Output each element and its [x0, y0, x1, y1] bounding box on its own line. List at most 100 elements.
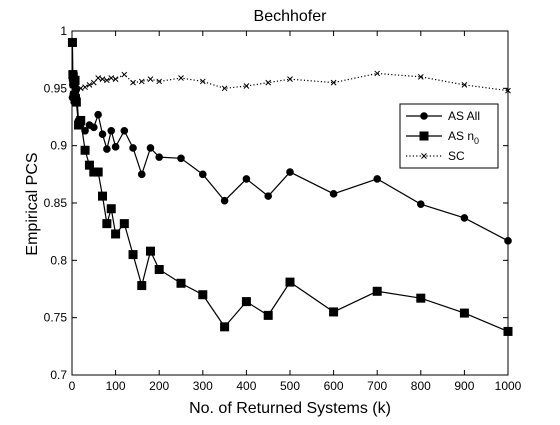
data-point-sc — [147, 76, 154, 83]
data-point-sc — [287, 76, 293, 83]
data-point-as-n-0 — [80, 145, 90, 155]
data-point-as-all — [264, 192, 273, 200]
x-tick-label: 700 — [367, 379, 387, 393]
data-point-as-n-0 — [372, 286, 382, 296]
data-point-as-all — [129, 144, 137, 152]
data-point-as-n-0 — [102, 219, 112, 229]
data-point-as-n-0 — [70, 75, 80, 85]
y-tick-label: 0.85 — [44, 196, 68, 210]
data-point-sc — [265, 79, 272, 86]
data-point-as-all — [286, 168, 294, 176]
data-point-as-n-0 — [76, 115, 86, 125]
data-point-as-all — [98, 130, 107, 138]
data-point-as-n-0 — [106, 204, 116, 214]
data-point-sc — [461, 82, 468, 88]
data-point-as-all — [199, 170, 207, 179]
data-point-sc — [73, 82, 80, 88]
data-point-as-n-0 — [71, 97, 81, 107]
data-point-sc — [130, 79, 136, 86]
data-point-sc — [104, 77, 110, 84]
x-axis-label: No. of Returned Systems (k) — [189, 400, 391, 417]
data-point-sc — [374, 70, 381, 77]
data-point-as-all — [111, 143, 120, 151]
data-point-sc — [86, 82, 93, 88]
data-point-as-n-0 — [119, 219, 129, 229]
x-tick-label: 900 — [454, 379, 474, 393]
y-tick-label: 0.7 — [50, 368, 67, 382]
data-point-as-all — [460, 214, 469, 222]
data-point-as-n-0 — [176, 278, 186, 288]
plot-area — [67, 37, 513, 336]
legend-entry-sc: SC — [406, 149, 465, 163]
data-point-sc — [112, 76, 119, 83]
data-point-sc — [178, 75, 184, 81]
data-point-as-all — [417, 200, 425, 208]
legend-marker — [419, 131, 429, 141]
axes: 0 100 200 300 400 500 600 700 800 900 1000 0.7 0.75 0… — [44, 24, 522, 393]
data-point-as-n-0 — [198, 290, 208, 300]
y-tick-label: 0.9 — [50, 139, 67, 153]
data-point-as-all — [94, 110, 102, 119]
legend-label: AS All — [448, 109, 480, 123]
data-point-sc — [221, 85, 228, 92]
data-point-as-n-0 — [329, 307, 339, 317]
x-tick-label: 800 — [411, 379, 431, 393]
series-line-sc — [71, 72, 509, 92]
data-point-sc — [156, 78, 163, 85]
data-point-as-all — [177, 154, 185, 163]
data-point-sc — [108, 75, 115, 81]
y-tick-label: 0.95 — [44, 81, 68, 95]
series-sc — [69, 70, 511, 94]
x-tick-label: 400 — [236, 379, 256, 393]
legend-subscript: 0 — [474, 136, 479, 146]
x-tick-label: 100 — [106, 379, 126, 393]
y-tick-label: 0.8 — [50, 253, 67, 267]
legend-entry-as-all: AS All — [406, 109, 480, 123]
data-point-sc — [138, 78, 145, 85]
data-point-as-n-0 — [128, 250, 138, 260]
data-point-sc — [77, 85, 84, 92]
x-tick-label: 500 — [280, 379, 300, 393]
data-point-as-n-0 — [145, 246, 155, 256]
data-point-as-all — [146, 144, 155, 152]
data-point-as-all — [103, 145, 111, 153]
series-as-n-0 — [67, 37, 513, 336]
data-point-as-n-0 — [241, 297, 251, 307]
data-point-as-n-0 — [285, 277, 295, 287]
legend-label: AS n0 — [448, 129, 479, 146]
data-point-as-n-0 — [263, 310, 273, 320]
x-tick-label: 1000 — [495, 379, 522, 393]
data-point-as-all — [137, 170, 146, 179]
y-axis-label: Empirical PCS — [24, 152, 41, 255]
data-point-as-all — [242, 175, 251, 183]
data-point-sc — [243, 83, 250, 89]
data-point-as-n-0 — [93, 167, 103, 177]
data-point-sc — [330, 79, 337, 86]
legend-marker — [421, 153, 427, 159]
data-point-as-n-0 — [154, 265, 164, 275]
legend-entry-as-n-0: AS n0 — [406, 129, 479, 146]
x-tick-label: 300 — [193, 379, 213, 393]
legend-label: SC — [448, 149, 465, 163]
data-point-as-n-0 — [416, 293, 426, 303]
data-point-sc — [99, 76, 106, 83]
data-point-sc — [121, 71, 128, 78]
data-point-as-all — [155, 153, 163, 161]
legend: AS All AS n0 SC — [399, 103, 499, 169]
data-point-sc — [417, 74, 424, 80]
data-point-as-n-0 — [137, 281, 147, 291]
data-point-as-n-0 — [459, 308, 469, 318]
data-point-as-all — [120, 126, 129, 135]
data-point-sc — [82, 84, 88, 91]
data-point-as-n-0 — [111, 229, 121, 239]
data-point-as-all — [373, 175, 382, 183]
data-point-as-n-0 — [98, 191, 108, 201]
x-tick-label: 600 — [324, 379, 344, 393]
x-tick-label: 0 — [69, 379, 76, 393]
data-point-as-n-0 — [220, 322, 230, 332]
y-tick-label: 0.75 — [44, 311, 68, 325]
data-point-sc — [95, 75, 102, 81]
x-tick-label: 200 — [149, 379, 169, 393]
legend-marker — [420, 112, 428, 120]
